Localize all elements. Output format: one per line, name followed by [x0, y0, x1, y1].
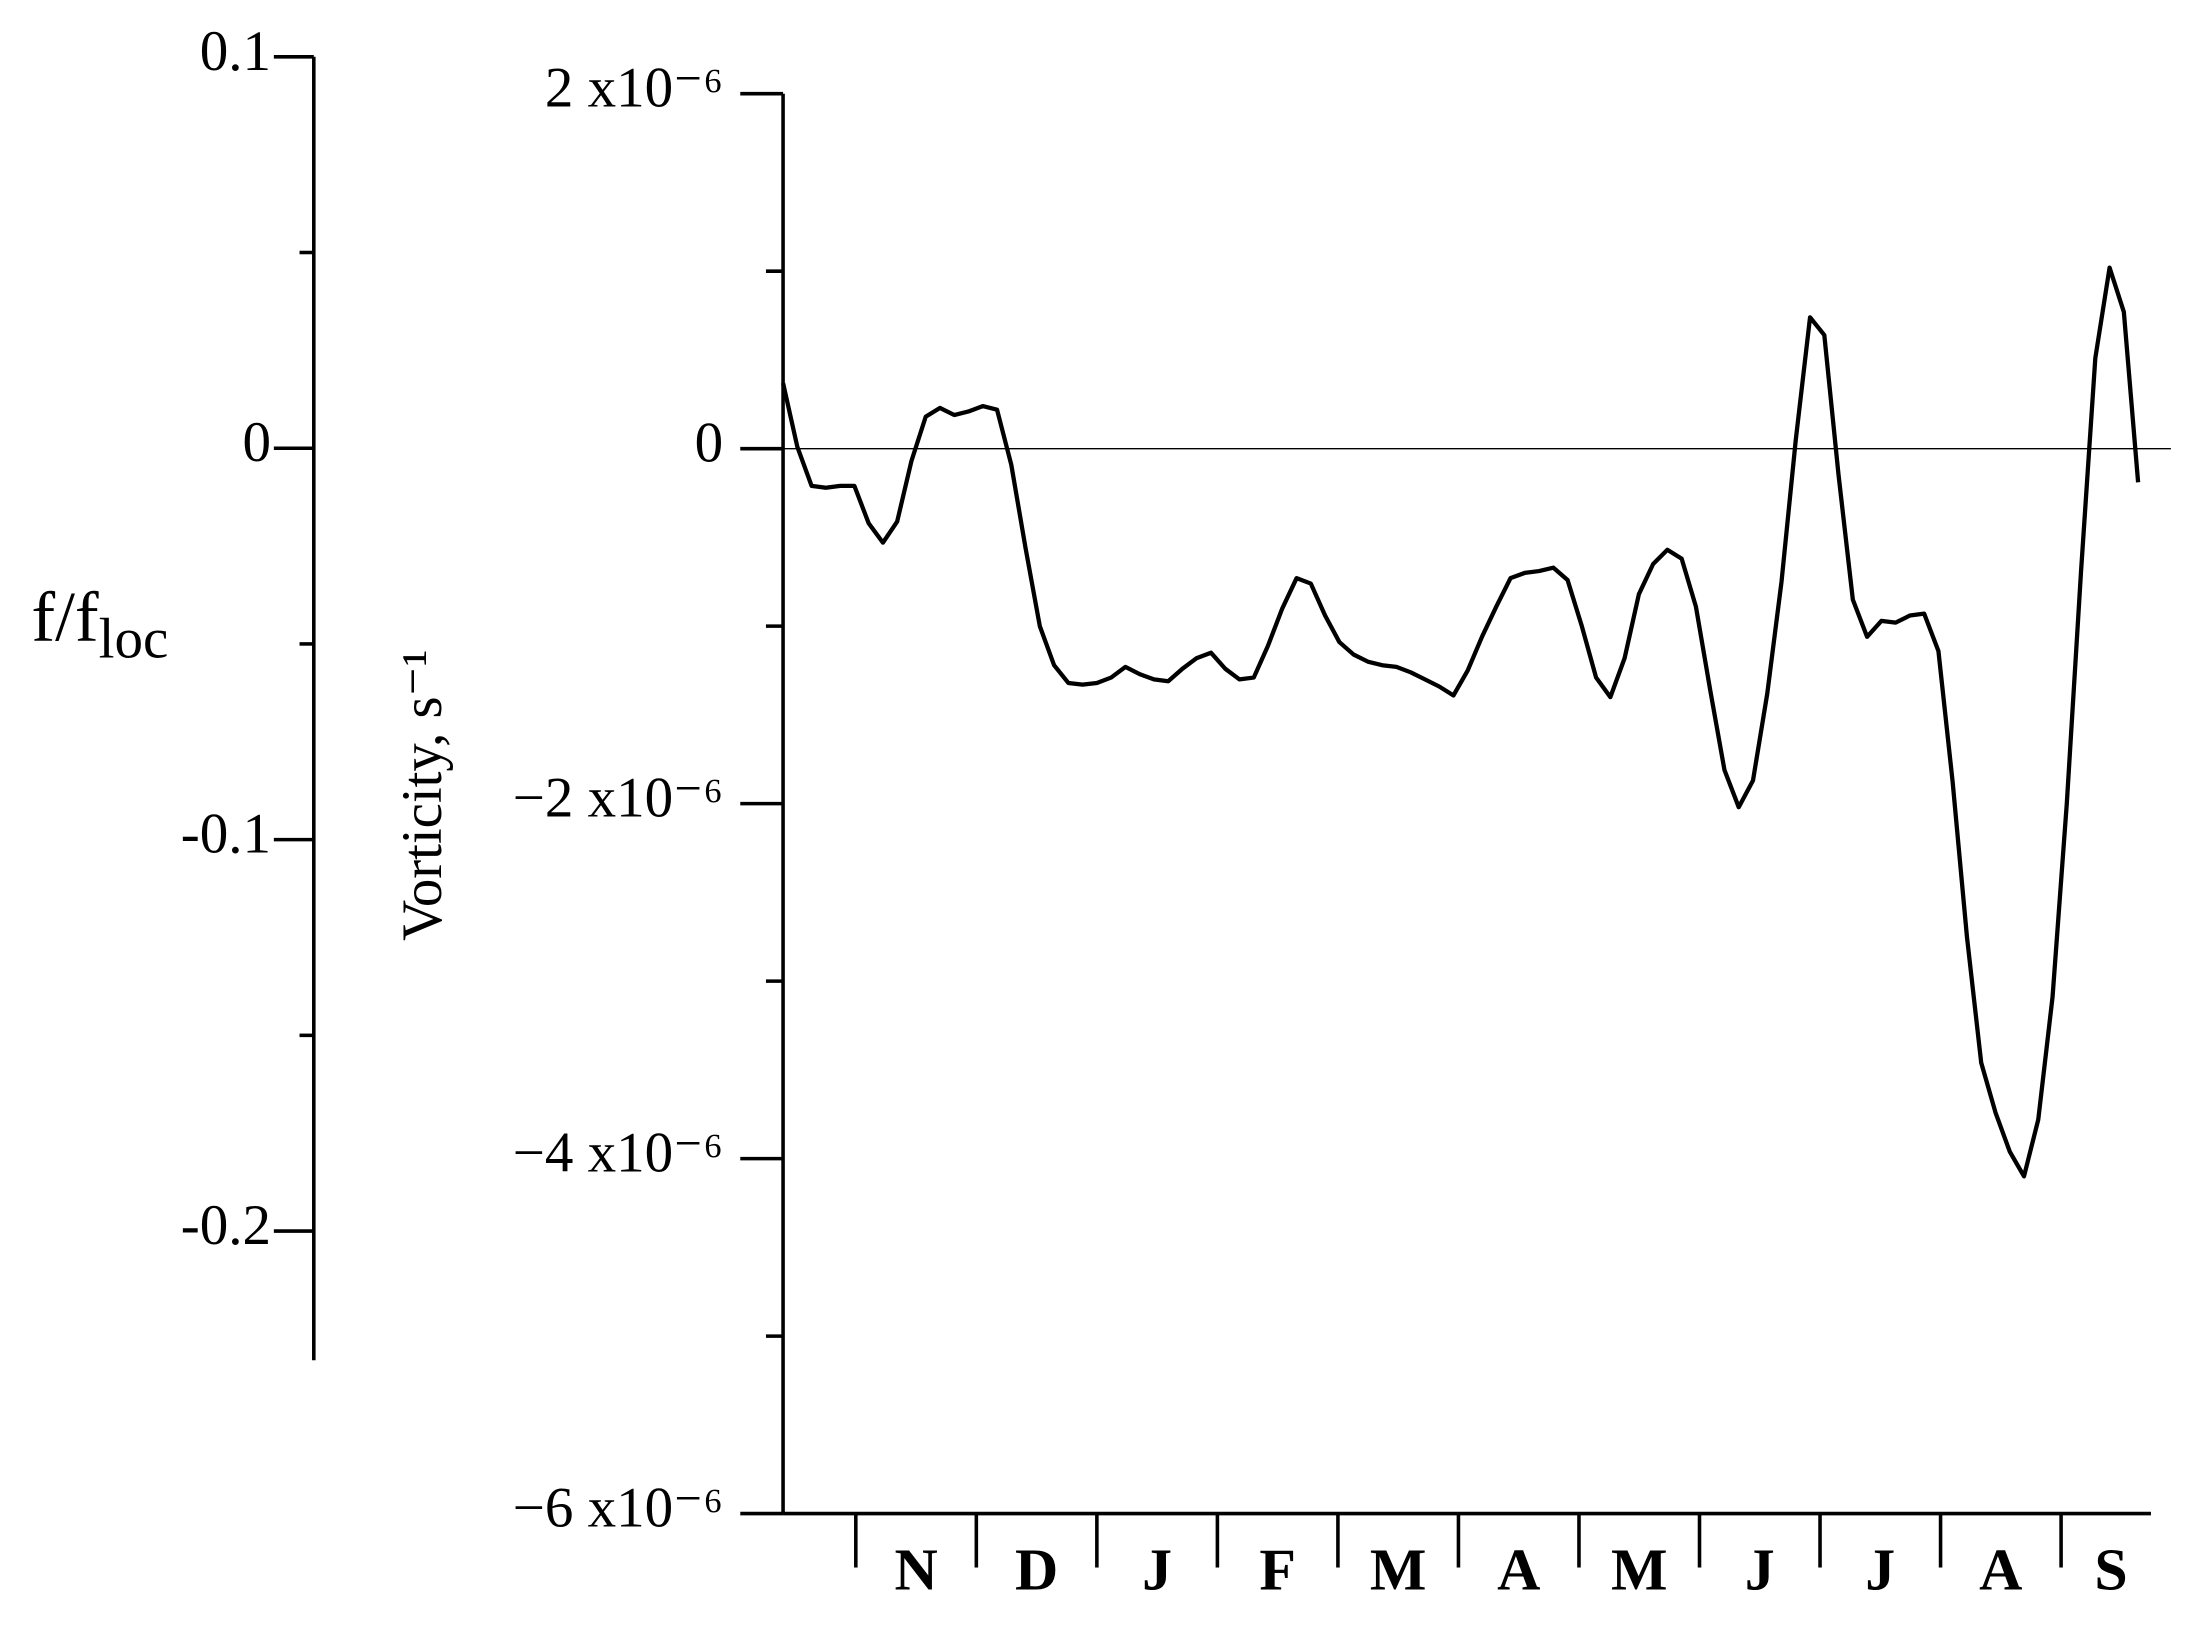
x-tick-label: J	[1865, 1537, 1895, 1603]
y2-tick-label: -0.1	[181, 803, 271, 866]
x-tick-label: N	[894, 1537, 937, 1603]
y-axis-title: Vorticity, s⁻¹	[391, 649, 454, 940]
x-tick-label: D	[1015, 1537, 1058, 1603]
y-tick-label: −4 x10⁻⁶	[513, 1122, 723, 1185]
data-line	[780, 265, 2141, 1179]
x-tick-label: M	[1611, 1537, 1668, 1603]
x-tick-label: M	[1370, 1537, 1427, 1603]
y2-axis-title-sub: loc	[99, 608, 169, 671]
x-tick-label: J	[1142, 1537, 1172, 1603]
x-tick-label: A	[1979, 1537, 2022, 1603]
x-tick-label: S	[2094, 1537, 2127, 1603]
y2-tick-label: -0.2	[181, 1194, 271, 1257]
y-tick-label: 0	[695, 412, 724, 475]
y2-axis-title: f/floc	[31, 579, 168, 670]
x-tick-label: A	[1497, 1537, 1540, 1603]
y2-axis-title-main: f/f	[31, 579, 99, 657]
y2-tick-label: 0.1	[200, 20, 271, 83]
y2-tick-label: 0	[242, 411, 271, 474]
y-tick-label: 2 x10⁻⁶	[545, 57, 723, 120]
x-tick-label: F	[1259, 1537, 1296, 1603]
y-tick-label: −6 x10⁻⁶	[513, 1477, 723, 1540]
x-tick-label: J	[1745, 1537, 1775, 1603]
y-tick-label: −2 x10⁻⁶	[513, 767, 723, 830]
